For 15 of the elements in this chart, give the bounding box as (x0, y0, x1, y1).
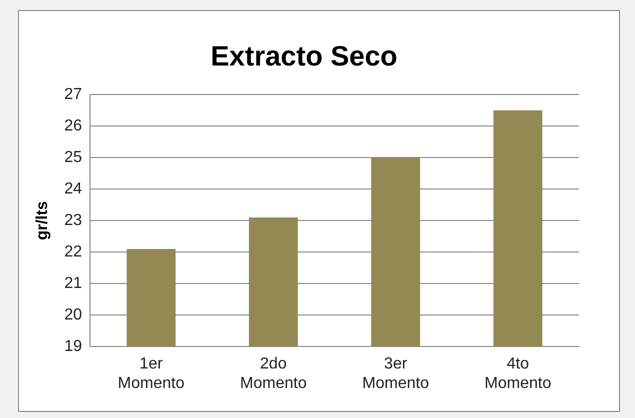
y-tick-label: 21 (64, 275, 82, 292)
chart-title: Extracto Seco (210, 40, 398, 72)
x-tick-label: 1er Momento (118, 356, 185, 392)
y-tick-label: 26 (64, 118, 82, 135)
y-tick-label: 22 (64, 244, 82, 261)
y-tick-label: 23 (64, 212, 82, 230)
y-tick-label: 25 (64, 149, 82, 166)
x-tick-label: 4to Momento (484, 356, 552, 392)
y-axis-title: gr/lts (34, 200, 52, 240)
x-tick-label: 2do Momento (240, 356, 307, 392)
y-tick-label: 19 (64, 338, 82, 356)
y-tick-label: 24 (64, 180, 82, 198)
y-tick-label: 20 (64, 306, 82, 324)
x-tick-label: 3er Momento (362, 356, 430, 392)
y-tick-label: 27 (64, 86, 82, 104)
